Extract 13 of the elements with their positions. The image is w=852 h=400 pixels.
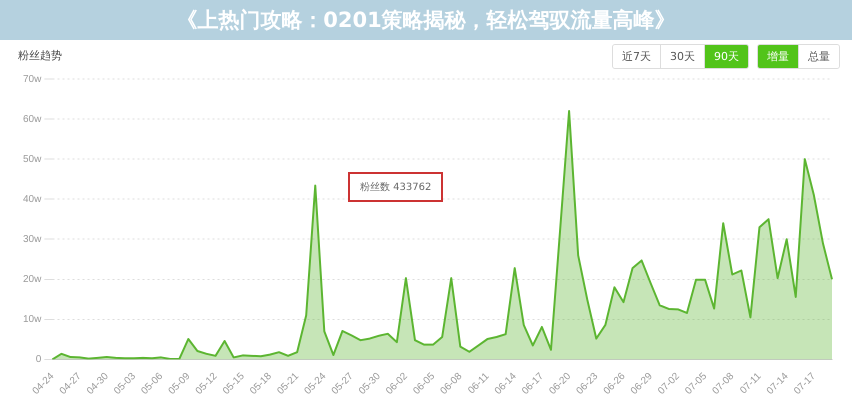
- text: 《上热门攻略：0201策略揭秘，轻松驾驭流量高峰》: [0, 0, 852, 40]
- y-tick-label: 50w: [22, 154, 42, 165]
- chart-title: 粉丝趋势: [18, 48, 62, 63]
- y-tick-label: 40w: [22, 194, 42, 205]
- y-tick-label: 30w: [22, 234, 42, 245]
- y-tick-label: 0: [36, 354, 42, 366]
- toggle-group: 近7天 30天 90天: [612, 44, 749, 69]
- toggle-group: 增量 总量: [757, 44, 840, 69]
- y-tick-label: 70w: [22, 74, 42, 85]
- y-tick-label: 20w: [22, 274, 42, 286]
- tooltip-box: 粉丝数 433762: [348, 172, 444, 202]
- y-tick-label: 60w: [22, 114, 42, 125]
- y-tick-label: 10w: [22, 314, 42, 326]
